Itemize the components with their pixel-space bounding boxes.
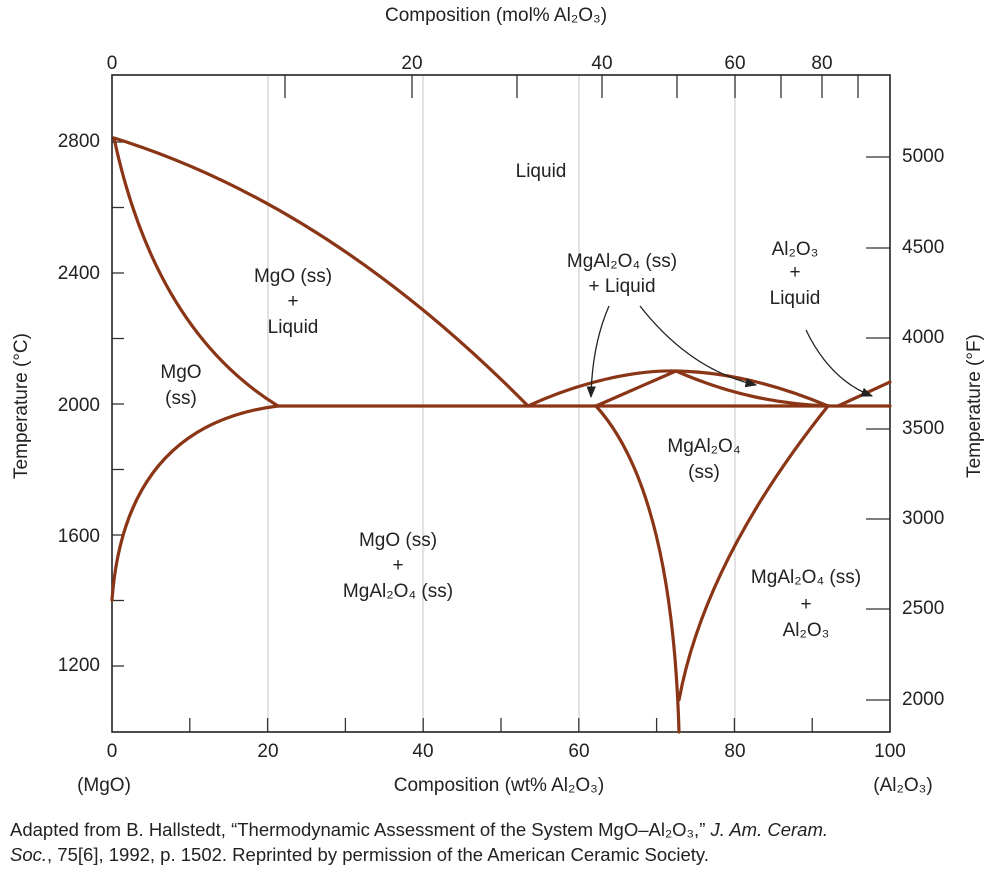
region-label: (ss) [165,388,197,409]
bottom-tick-label: 100 [874,741,906,762]
region-label: + [800,594,811,615]
caption-text: , 75[6], 1992, p. 1502. Reprinted by per… [47,844,709,865]
region-label: MgO (ss) [359,530,437,551]
bottom-axis-left-end: (MgO) [77,775,131,796]
bottom-tick-label: 40 [412,741,433,762]
region-label: + [287,291,298,312]
bottom-tick-label: 60 [568,741,589,762]
grid [267,75,736,732]
left-tick-label: 2800 [58,131,100,152]
left-tick-label: 1600 [58,526,100,547]
top-tick-label: 60 [724,53,745,74]
right-tick-label: 5000 [902,146,944,167]
left-tick-label: 1200 [58,655,100,676]
region-label: + [789,262,800,283]
bottom-axis-right-end: (Al₂O₃) [873,775,932,796]
region-label: + [392,555,403,576]
right-tick-label: 2000 [902,689,944,710]
top-tick-label: 20 [401,53,422,74]
top-tick-label: 0 [107,53,118,74]
region-label: MgAl₂O₄ [667,436,740,457]
caption-journal: J. Am. Ceram. [710,819,829,840]
region-labels: Liquid MgO (ss) + Liquid MgO (ss) MgAl₂O… [160,161,861,641]
right-axis-title: Temperature (°F) [964,334,985,478]
region-label: MgAl₂O₄ (ss) [343,581,453,602]
top-tick-label: 80 [811,53,832,74]
caption-journal: Soc. [10,844,47,865]
right-tick-label: 4000 [902,327,944,348]
region-label: MgAl₂O₄ (ss) [567,251,677,272]
right-tick-label: 3500 [902,418,944,439]
right-tick-label: 3000 [902,508,944,529]
bottom-tick-label: 80 [724,741,745,762]
top-tick-label: 40 [591,53,612,74]
region-label: Liquid [516,161,567,182]
bottom-axis-title: Composition (wt% Al₂O₃) [394,775,604,796]
left-axis-title: Temperature (°C) [11,333,32,479]
right-tick-label: 2500 [902,598,944,619]
region-label: Liquid [770,288,821,309]
tick-marks [112,75,890,732]
left-tick-label: 2400 [58,263,100,284]
caption-line: Adapted from B. Hallstedt, “Thermodynami… [10,819,828,840]
caption-line: Soc., 75[6], 1992, p. 1502. Reprinted by… [10,844,709,865]
bottom-tick-label: 20 [257,741,278,762]
plot-frame [111,74,891,733]
phase-boundaries [110,136,892,734]
tick-labels: 0 20 40 60 80 0 20 40 60 80 100 2800 2400 2000 1600 120… [58,53,945,762]
leader-arrows [586,305,874,399]
left-tick-label: 2000 [58,395,100,416]
region-label: Liquid [268,317,319,338]
region-label: + Liquid [588,276,655,297]
region-label: MgAl₂O₄ (ss) [751,567,861,588]
region-label: Al₂O₃ [772,239,819,260]
region-label: MgO (ss) [254,266,332,287]
region-label: MgO [160,362,201,383]
bottom-tick-label: 0 [107,741,118,762]
region-label: (ss) [688,462,720,483]
top-axis-title: Composition (mol% Al₂O₃) [385,5,607,26]
right-tick-label: 4500 [902,237,944,258]
caption-text: Adapted from B. Hallstedt, “Thermodynami… [10,819,711,840]
region-label: Al₂O₃ [783,620,830,641]
